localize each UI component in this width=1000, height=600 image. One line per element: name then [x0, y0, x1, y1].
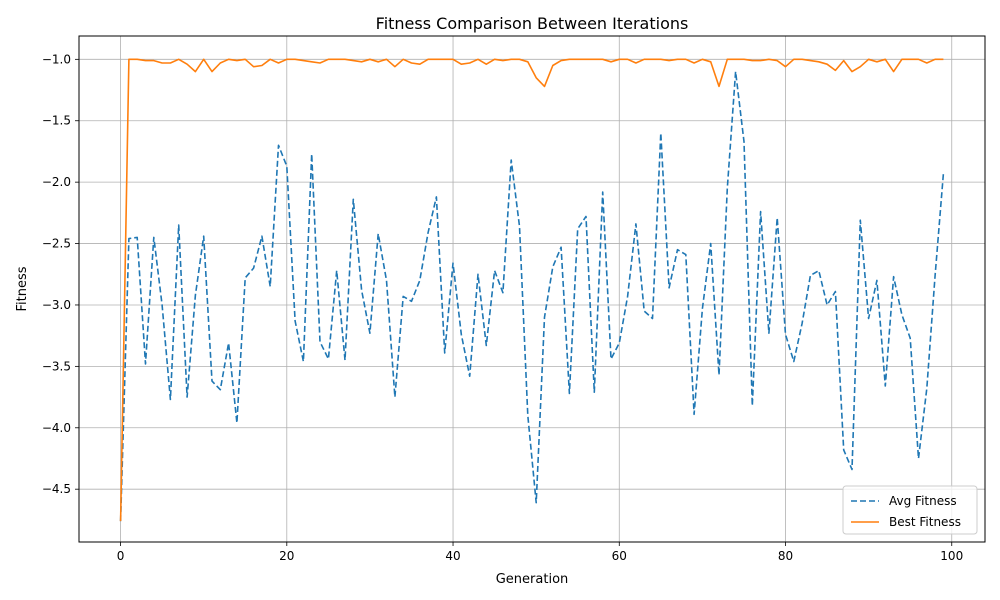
y-tick-label: −3.5 [42, 359, 71, 373]
y-tick-label: −2.5 [42, 237, 71, 251]
y-axis-label: Fitness [15, 266, 30, 311]
x-axis-label: Generation [496, 572, 569, 587]
y-tick-label: −1.5 [42, 114, 71, 128]
x-tick-label: 80 [778, 549, 793, 563]
x-tick-label: 40 [445, 549, 460, 563]
y-tick-label: −4.0 [42, 421, 71, 435]
axis-ticks: 0 20 40 60 80 100 −4.5 −4.0 −3.5 −3.0 −2.5 −2.0 −1.5… [42, 52, 963, 563]
avg-fitness-line [119, 70, 945, 522]
y-tick-label: −1.0 [42, 52, 71, 66]
grid-lines [79, 36, 985, 542]
x-tick-label: 100 [940, 549, 963, 563]
x-tick-label: 0 [117, 549, 125, 563]
legend-label: Avg Fitness [889, 494, 957, 508]
x-tick-label: 60 [612, 549, 627, 563]
x-tick-label: 20 [279, 549, 294, 563]
y-tick-label: −4.5 [42, 482, 71, 496]
legend: Avg Fitness Best Fitness [842, 485, 978, 535]
y-tick-label: −3.0 [42, 298, 71, 312]
legend-label: Best Fitness [889, 515, 961, 529]
plot-frame [78, 35, 986, 543]
y-tick-label: −2.0 [42, 175, 71, 189]
chart-title: Fitness Comparison Between Iterations [376, 14, 689, 33]
best-fitness-line [119, 58, 944, 522]
series-layer [119, 58, 945, 522]
